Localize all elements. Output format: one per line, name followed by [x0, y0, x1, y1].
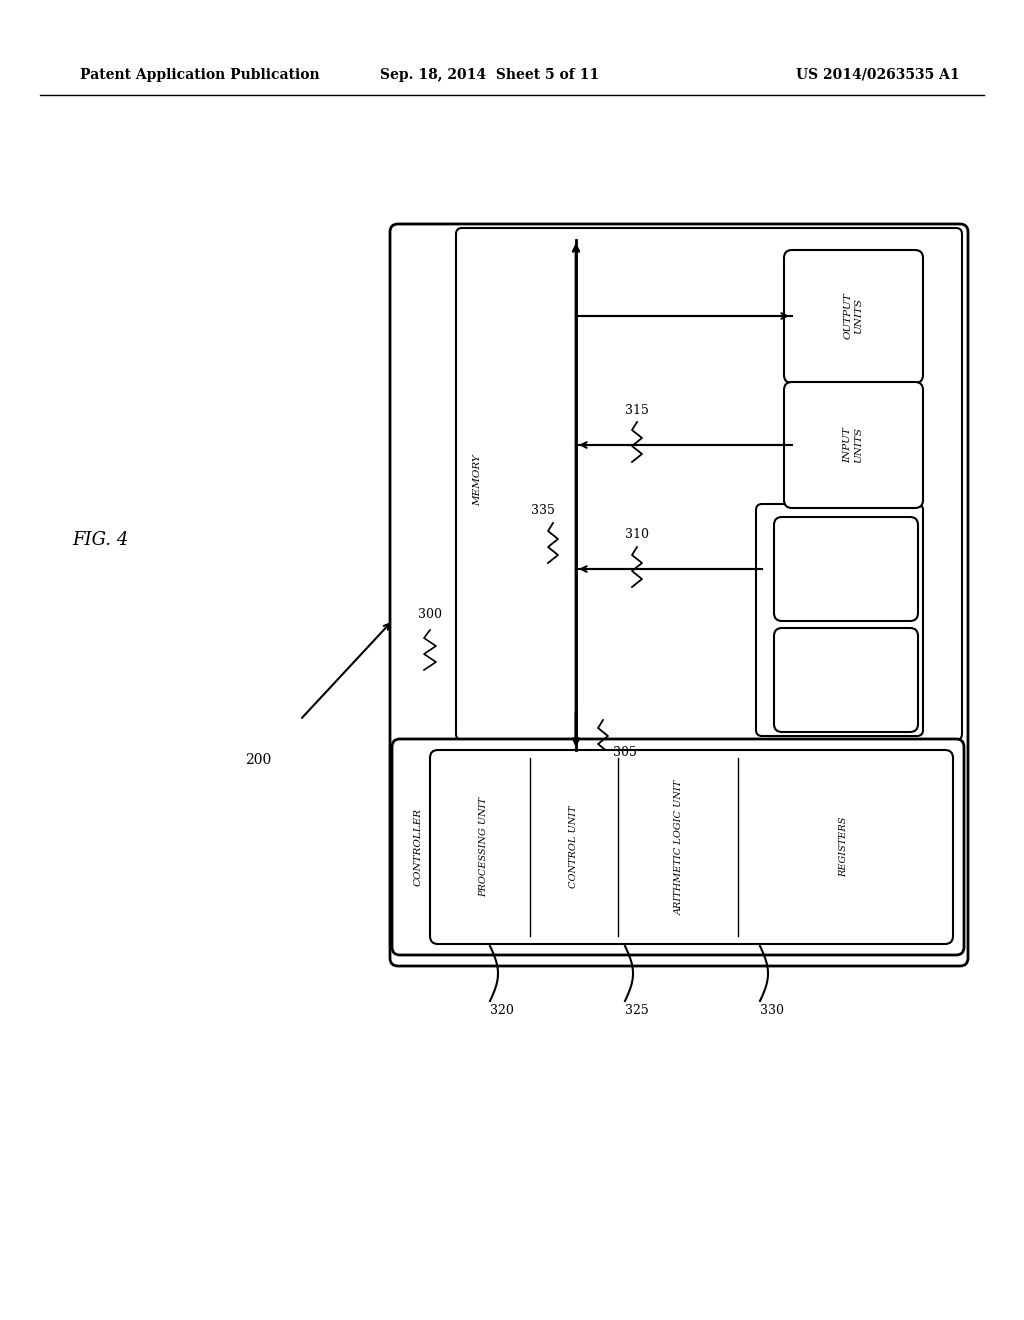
Text: 325: 325: [625, 1003, 649, 1016]
Text: Sep. 18, 2014  Sheet 5 of 11: Sep. 18, 2014 Sheet 5 of 11: [381, 69, 600, 82]
Text: ARITHMETIC LOGIC UNIT: ARITHMETIC LOGIC UNIT: [675, 779, 683, 915]
Text: CONTROLLER: CONTROLLER: [414, 808, 423, 886]
Text: 335: 335: [531, 503, 555, 516]
FancyBboxPatch shape: [784, 381, 923, 508]
FancyBboxPatch shape: [774, 517, 918, 620]
FancyBboxPatch shape: [390, 224, 968, 966]
FancyBboxPatch shape: [392, 739, 964, 954]
Text: 320: 320: [490, 1003, 514, 1016]
Text: 300: 300: [418, 609, 442, 622]
Text: 305: 305: [613, 747, 637, 759]
FancyBboxPatch shape: [430, 750, 953, 944]
Text: PROGRAM
STORAGE: PROGRAM STORAGE: [837, 655, 856, 705]
Text: 330: 330: [760, 1003, 784, 1016]
Text: 310: 310: [625, 528, 649, 541]
Text: DATA
STORAGE: DATA STORAGE: [837, 544, 856, 594]
FancyBboxPatch shape: [774, 628, 918, 733]
Text: Patent Application Publication: Patent Application Publication: [80, 69, 319, 82]
Text: REGISTERS: REGISTERS: [840, 817, 849, 878]
Text: CONTROL UNIT: CONTROL UNIT: [569, 805, 579, 888]
Text: 315: 315: [625, 404, 649, 417]
Text: US 2014/0263535 A1: US 2014/0263535 A1: [797, 69, 961, 82]
Text: OUTPUT
UNITS: OUTPUT UNITS: [844, 293, 862, 339]
Text: MEMORY: MEMORY: [473, 454, 482, 506]
Text: PROCESSING UNIT: PROCESSING UNIT: [479, 797, 488, 898]
Text: 200: 200: [245, 752, 271, 767]
Text: INPUT
UNITS: INPUT UNITS: [844, 426, 862, 463]
Text: FIG. 4: FIG. 4: [72, 531, 128, 549]
FancyBboxPatch shape: [784, 249, 923, 383]
FancyBboxPatch shape: [456, 228, 962, 741]
FancyBboxPatch shape: [756, 504, 923, 737]
